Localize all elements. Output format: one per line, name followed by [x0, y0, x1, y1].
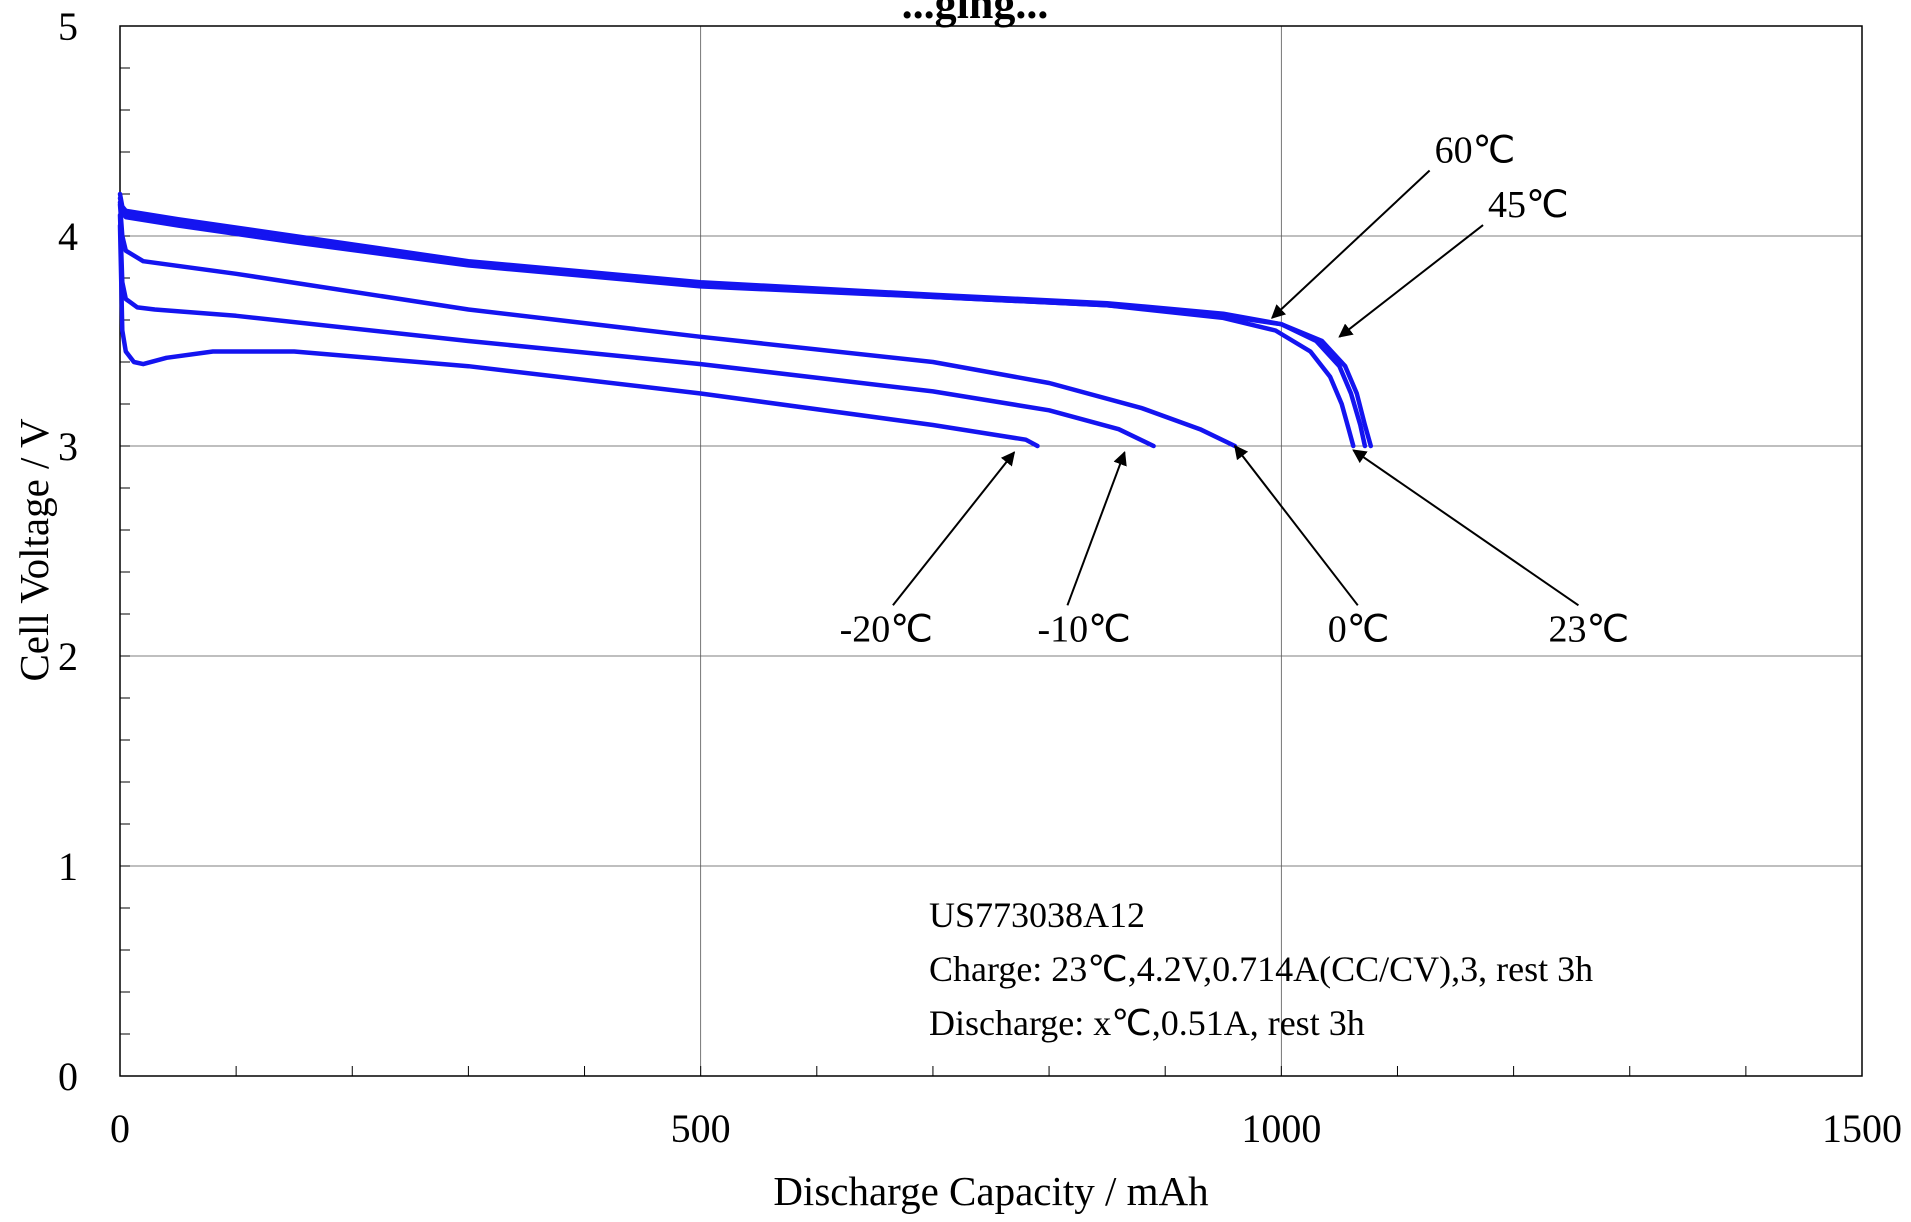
annotation-label: -20℃ — [840, 608, 933, 650]
annotation-label: 0℃ — [1328, 608, 1390, 650]
y-tick-label: 0 — [58, 1054, 78, 1099]
annotation-arrow — [1271, 169, 1431, 319]
plot-frame — [119, 25, 1863, 1077]
series-line — [117, 202, 1238, 449]
note-line-2: Charge: 23℃,4.2V,0.714A(CC/CV),3, rest 3… — [929, 949, 1593, 989]
chart-title-fragment: ...ging... — [902, 0, 1049, 28]
annotation-arrow — [1338, 224, 1484, 338]
annotation-label: -10℃ — [1037, 608, 1130, 650]
x-tick-label: 1500 — [1822, 1106, 1902, 1151]
x-tick-label: 500 — [671, 1106, 731, 1151]
y-tick-label: 5 — [58, 4, 78, 49]
x-tick-label: 1000 — [1241, 1106, 1321, 1151]
y-tick-label: 1 — [58, 844, 78, 889]
y-axis-label: Cell Voltage / V — [11, 418, 57, 681]
annotation-label: 45℃ — [1488, 184, 1569, 226]
series-line — [117, 191, 1368, 449]
y-tick-label: 2 — [58, 634, 78, 679]
annotation-arrow — [1352, 449, 1580, 607]
annotation-arrow — [892, 451, 1016, 606]
series-line — [117, 212, 1156, 449]
note-line-3: Discharge: x℃,0.51A, rest 3h — [929, 1003, 1365, 1043]
annotation-label: 60℃ — [1435, 130, 1516, 172]
x-tick-labels: 0 500 1000 1500 — [110, 1106, 1902, 1151]
x-tick-label: 0 — [110, 1106, 130, 1151]
temperature-annotations: 60℃ 45℃ -20℃ -10℃ 0℃ 23℃ — [840, 130, 1630, 651]
series-line — [117, 200, 1356, 449]
note-line-1: US773038A12 — [929, 895, 1145, 935]
series-lines — [117, 191, 1374, 449]
annotation-arrow — [1234, 444, 1359, 606]
minor-ticks — [119, 25, 1863, 1077]
y-tick-label: 4 — [58, 214, 78, 259]
annotation-label: 23℃ — [1548, 608, 1629, 650]
series-line — [117, 223, 1040, 449]
x-axis-label: Discharge Capacity / mAh — [773, 1168, 1208, 1214]
y-tick-label: 3 — [58, 424, 78, 469]
y-tick-labels: 0 1 2 3 4 5 — [58, 4, 78, 1099]
annotation-arrow — [1066, 450, 1127, 606]
